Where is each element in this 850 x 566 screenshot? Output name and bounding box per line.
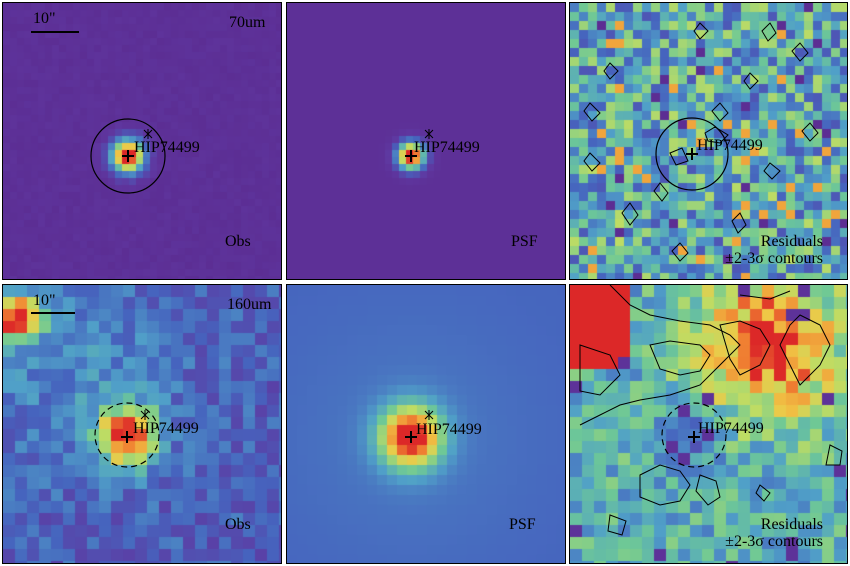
panel-70um-residuals: HIP74499 Residuals ±2-3σ contours: [569, 2, 848, 280]
target-cross-icon: [405, 150, 417, 162]
target-cross-icon: [121, 431, 133, 443]
star-marker-icon: [143, 129, 153, 139]
70um-psf-map: [287, 3, 565, 279]
160um-psf-map: [287, 285, 565, 563]
corner-line2: ±2-3σ contours: [725, 533, 823, 550]
overlay: [579, 285, 843, 536]
panel-70um-observed: 10" 70um HIP74499 Obs: [2, 2, 282, 280]
star-marker-icon: [424, 410, 434, 420]
contours: [579, 285, 843, 536]
target-cross-icon: [122, 150, 134, 162]
scale-label: 10": [33, 292, 56, 309]
scale-label: 10": [33, 10, 56, 27]
band-label: 160um: [227, 296, 272, 313]
overlay: [405, 129, 434, 162]
star-marker-icon: [424, 129, 434, 139]
corner-line2: ±2-3σ contours: [725, 250, 823, 267]
panel-160um-psf: HIP74499 PSF: [286, 284, 566, 564]
corner-label: Obs: [225, 516, 251, 533]
target-label: HIP74499: [416, 421, 482, 438]
panel-160um-observed: 10" 160um HIP74499 Obs: [2, 284, 282, 564]
target-cross-icon: [688, 431, 700, 443]
aperture-circle: [90, 118, 166, 194]
band-label: 70um: [229, 14, 266, 31]
aperture-circle-dashed: [661, 402, 727, 468]
target-label: HIP74499: [697, 137, 763, 154]
overlay: [405, 410, 434, 443]
aperture-circle: [655, 117, 729, 191]
target-label: HIP74499: [414, 139, 480, 156]
target-cross-icon: [686, 148, 698, 160]
contours: [583, 22, 819, 262]
overlay: [583, 22, 819, 262]
target-label: HIP74499: [133, 420, 199, 437]
overlay: [31, 312, 160, 468]
corner-line1: Residuals: [760, 516, 823, 533]
corner-line1: Residuals: [760, 233, 823, 250]
160um-residual-map: [570, 285, 847, 563]
target-label: HIP74499: [134, 139, 200, 156]
target-label: HIP74499: [698, 420, 764, 437]
corner-label: Obs: [225, 233, 251, 250]
star-marker-icon: [140, 410, 150, 420]
overlay: [31, 31, 166, 194]
70um-observed-map: [3, 3, 281, 279]
corner-label: PSF: [511, 233, 538, 250]
160um-observed-map: [3, 285, 281, 563]
aperture-circle-dashed: [94, 402, 160, 468]
panel-160um-residuals: HIP74499 Residuals ±2-3σ contours: [569, 284, 848, 564]
corner-label: PSF: [509, 516, 536, 533]
panel-70um-psf: HIP74499 PSF: [286, 2, 566, 280]
target-cross-icon: [405, 431, 417, 443]
